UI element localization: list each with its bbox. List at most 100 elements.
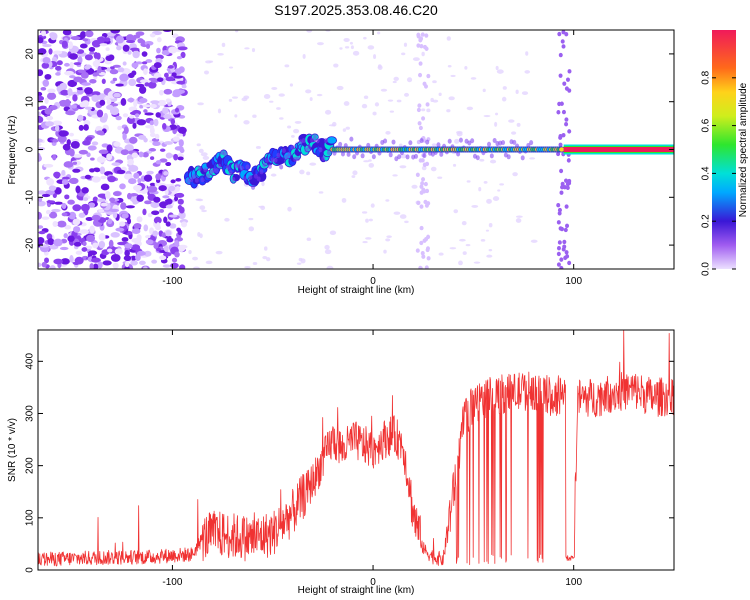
spectrogram-noise-blob [150,104,157,109]
spectrogram-faint-blob [309,97,313,101]
spectrogram-noise-blob [78,124,84,131]
spectrogram-noise-blob [148,148,157,152]
spectrogram-streak-blob [560,226,565,232]
spectrogram-noise-blob [148,81,157,89]
spectrogram-faint-blob [352,170,358,176]
spectrogram-noise-blob [67,79,78,88]
spectrogram-faint-blob [482,88,486,93]
spectrogram-sidelobe-blob [231,177,236,183]
spectrogram-noise-blob [61,212,68,217]
spectrogram-sidelobe-blob [267,163,272,169]
spectrogram-x-axis-label: Height of straight line (km) [298,285,415,296]
spectrogram-noise-blob [80,71,89,79]
spectrogram-noise-blob [176,227,181,232]
spectrogram-faint-blob [199,205,206,210]
spectrogram-noise-blob [44,73,52,80]
spectrogram-noise-blob [114,248,123,255]
spectrogram-faint-blob [324,244,330,250]
spectrogram-sidelobe-blob [475,155,480,161]
spectrogram-streak-blob [418,38,423,43]
spectrogram-streak-blob [563,227,568,233]
spectrogram-faint-blob [368,218,373,222]
spectrogram-noise-blob [122,113,129,118]
spectrogram-streak-blob [560,181,565,187]
spectrogram-noise-blob [151,210,160,216]
colorbar-tick-label: 0.8 [701,70,712,84]
spectrogram-noise-blob [165,221,171,227]
spectrogram-sidelobe-blob [422,153,427,159]
spectrogram-noise-blob [59,246,69,251]
spectrogram-noise-blob [164,141,173,145]
spectrogram-noise-blob [80,203,90,212]
spectrogram-y-axis-label: Frequency (Hz) [7,116,18,185]
spectrogram-noise-blob [44,257,50,264]
spectrogram-noise-blob [120,202,127,210]
spectrogram-noise-blob [130,260,138,266]
spectrogram-faint-blob [412,57,420,62]
spectrogram-sidelobe-blob [447,138,452,144]
spectrogram-noise-blob [163,113,172,120]
spectrogram-noise-blob [122,132,127,141]
spectrogram-noise-blob [145,239,154,245]
spectrogram-sidelobe-blob [253,173,258,179]
spectrogram-faint-blob [473,261,481,264]
spectrogram-ridge-band-core [563,147,674,152]
spectrogram-sidelobe-blob [296,156,301,162]
spectrogram-noise-blob [89,168,95,173]
spectrogram-faint-blob [306,30,313,33]
spectrogram-sidelobe-blob [307,144,312,150]
spectrogram-faint-blob [456,131,463,137]
spectrogram-noise-blob [46,92,57,100]
snr-series-line [38,330,674,567]
spectrogram-sidelobe-blob [281,148,286,154]
spectrogram-noise-blob [84,54,93,61]
spectrogram-noise-blob [125,34,135,42]
spectrogram-noise-blob [98,149,109,154]
spectrogram-streak-blob [419,43,424,49]
spectrogram-noise-blob [92,60,101,68]
spectrogram-noise-blob [149,126,155,135]
spectrogram-noise-blob [99,99,106,106]
spectrogram-noise-blob [136,234,142,242]
spectrogram-noise-blob [153,62,162,69]
spectrogram-noise-blob [128,78,137,87]
spectrogram-noise-blob [67,41,74,50]
spectrogram-streak-blob [419,225,424,231]
spectrogram-noise-blob [121,237,129,242]
spectrogram-noise-blob [151,259,158,264]
spectrogram-noise-blob [159,148,166,152]
spectrogram-faint-blob [453,209,459,214]
spectrogram-faint-blob [437,176,443,179]
spectrogram-noise-blob [109,197,116,203]
spectrogram-streak-blob [564,121,569,127]
spectrogram-noise-blob [69,75,76,79]
spectrogram-streak-blob [416,200,421,206]
spectrogram-noise-blob [64,99,71,107]
spectrogram-faint-blob [261,181,265,187]
spectrogram-faint-blob [365,218,369,223]
spectrogram-sidelobe-blob [284,154,289,160]
spectrogram-streak-blob [562,185,567,190]
spectrogram-sidelobe-blob [383,138,388,144]
spectrogram-noise-blob [109,66,115,70]
spectrogram-noise-blob [38,111,42,117]
colorbar-tick-label: 0.6 [701,118,712,132]
spectrogram-noise-blob [159,89,164,96]
spectrogram-streak-blob [416,43,421,48]
spectrogram-faint-blob [294,120,302,124]
spectrogram-noise-blob [168,214,178,218]
spectrogram-noise-blob [174,107,180,113]
spectrogram-faint-blob [329,230,337,235]
spectrogram-faint-blob [494,121,498,127]
figure-title: S197.2025.353.08.46.C20 [274,2,438,18]
spectrogram-faint-blob [368,159,372,162]
spectrogram-faint-blob [192,256,198,261]
spectrogram-sidelobe-blob [194,177,199,183]
spectrogram-streak-blob [556,110,561,115]
spectrogram-noise-blob [78,149,89,155]
spectrogram-streak-blob [556,262,561,267]
spectrogram-streak-blob [556,203,561,208]
spectrogram-faint-blob [361,103,368,109]
spectrogram-streak-blob [564,32,569,37]
spectrogram-faint-blob [411,184,418,189]
